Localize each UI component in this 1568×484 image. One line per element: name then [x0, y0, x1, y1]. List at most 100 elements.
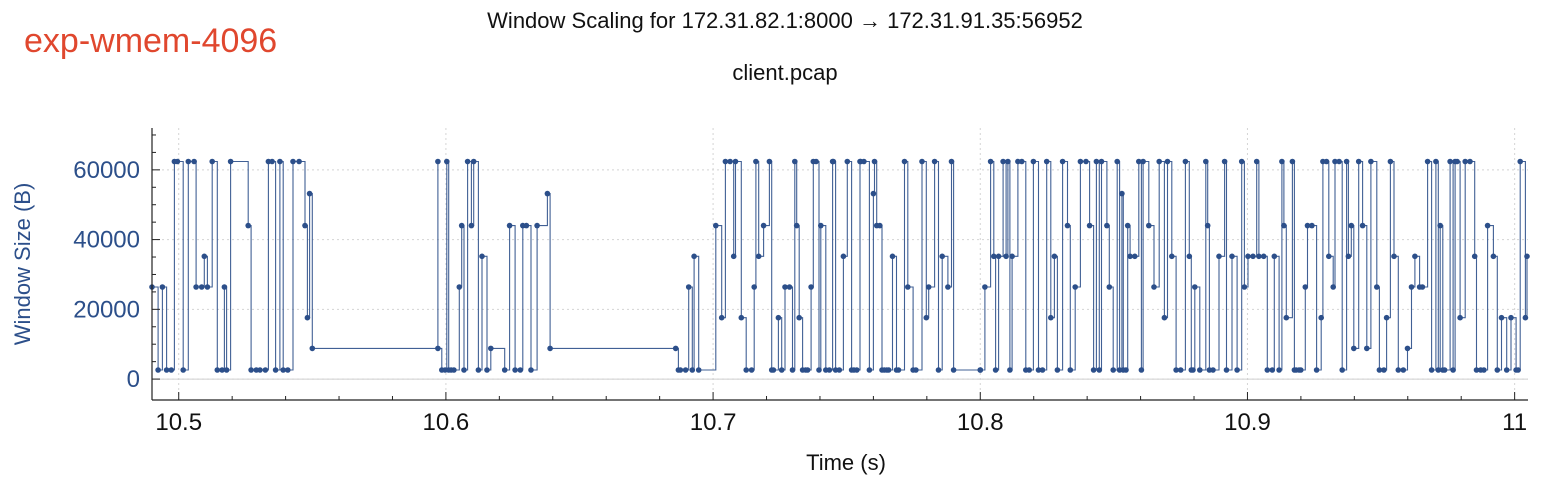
- data-point: [547, 345, 553, 352]
- data-point: [185, 158, 192, 165]
- data-point: [470, 158, 477, 165]
- data-point: [1304, 222, 1311, 229]
- data-point: [1197, 367, 1203, 373]
- data-point: [1428, 367, 1435, 373]
- data-point: [1276, 367, 1282, 373]
- data-point: [786, 284, 793, 290]
- data-point: [1054, 367, 1061, 373]
- data-point: [1086, 222, 1093, 229]
- data-point: [919, 158, 925, 165]
- data-point: [695, 367, 702, 373]
- data-point: [813, 158, 819, 165]
- data-point: [1146, 222, 1152, 229]
- data-point: [1364, 345, 1370, 352]
- data-point: [1412, 253, 1418, 260]
- data-point: [214, 367, 221, 373]
- data-point: [1269, 367, 1276, 373]
- data-point: [309, 345, 316, 352]
- data-point: [1000, 158, 1006, 165]
- data-point: [475, 367, 482, 373]
- data-point: [1271, 253, 1278, 260]
- data-point: [1326, 253, 1332, 260]
- y-tick-label: 60000: [73, 157, 140, 184]
- data-point: [193, 284, 199, 290]
- data-point: [1343, 158, 1350, 165]
- data-point: [245, 222, 251, 229]
- x-axis-label: Time (s): [806, 450, 886, 475]
- data-point: [982, 284, 988, 290]
- data-point: [1279, 158, 1285, 165]
- data-point: [1260, 253, 1267, 260]
- data-point: [1190, 367, 1196, 373]
- data-point: [732, 158, 739, 165]
- data-point: [302, 222, 308, 229]
- data-point: [506, 222, 513, 229]
- data-point: [1332, 158, 1338, 165]
- data-point: [1067, 367, 1074, 373]
- data-point: [1234, 367, 1240, 373]
- data-point: [1435, 367, 1442, 373]
- data-point: [885, 367, 892, 373]
- data-point: [677, 367, 684, 373]
- x-tick-label: 10.9: [1224, 409, 1271, 436]
- data-point: [1437, 222, 1443, 229]
- data-point: [931, 158, 938, 165]
- data-point: [1104, 222, 1110, 229]
- axes: [151, 128, 1528, 401]
- data-point: [1123, 367, 1129, 373]
- data-point: [1330, 284, 1336, 290]
- data-point: [168, 367, 175, 373]
- data-point: [209, 158, 215, 165]
- data-point: [770, 367, 777, 373]
- data-point: [1517, 158, 1523, 165]
- data-point: [730, 253, 737, 260]
- data-point: [1106, 284, 1113, 290]
- data-point: [1216, 253, 1222, 260]
- x-tick-label: 11: [1502, 409, 1527, 436]
- data-point: [1441, 367, 1448, 373]
- data-point: [939, 253, 945, 260]
- data-point: [1376, 367, 1383, 373]
- data-point: [1192, 284, 1198, 290]
- data-point: [280, 367, 287, 373]
- data-point: [1323, 158, 1330, 165]
- data-point: [1119, 190, 1125, 197]
- data-point: [1391, 253, 1397, 260]
- x-tick-label: 10.5: [155, 409, 202, 436]
- data-point: [1318, 314, 1324, 321]
- data-point: [1368, 158, 1374, 165]
- data-point: [1009, 253, 1015, 260]
- data-point: [1096, 367, 1103, 373]
- data-point: [950, 367, 957, 373]
- data-point: [751, 284, 757, 290]
- data-point: [818, 222, 824, 229]
- data-point: [1447, 158, 1453, 165]
- data-point: [1019, 158, 1025, 165]
- data-point: [775, 314, 782, 321]
- data-point: [889, 253, 896, 260]
- data-point: [901, 158, 908, 165]
- data-point: [948, 158, 955, 165]
- data-point: [435, 158, 441, 165]
- data-point: [1039, 367, 1046, 373]
- data-point: [816, 367, 822, 373]
- data-point: [468, 222, 475, 229]
- data-point: [1093, 158, 1100, 165]
- data-point: [1051, 253, 1058, 260]
- data-point: [895, 367, 902, 373]
- data-point: [992, 367, 999, 373]
- data-point: [296, 158, 302, 165]
- data-point: [1177, 367, 1184, 373]
- data-point: [1161, 314, 1168, 321]
- data-point: [204, 284, 211, 290]
- data-point: [691, 253, 697, 260]
- data-point: [464, 158, 471, 165]
- data-point: [1003, 253, 1009, 260]
- data-point: [1035, 367, 1042, 373]
- data-point: [1348, 222, 1355, 229]
- data-point: [1110, 367, 1116, 373]
- data-point: [1015, 158, 1021, 165]
- data-point: [488, 345, 494, 352]
- data-point: [830, 158, 837, 165]
